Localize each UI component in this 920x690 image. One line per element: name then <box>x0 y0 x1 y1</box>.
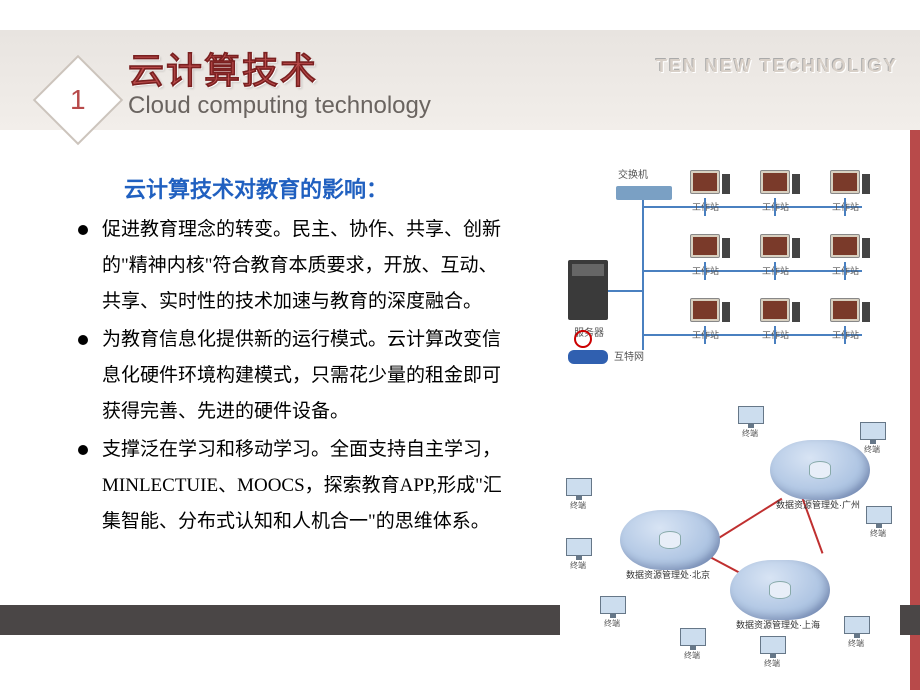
bullet-list: 促进教育理念的转变。民主、协作、共享、创新的"精神内核"符合教育本质要求，开放、… <box>78 212 508 542</box>
cloud-icon <box>620 510 720 570</box>
lan-line <box>642 334 862 336</box>
database-icon <box>809 461 831 479</box>
terminal-icon: 终端 <box>760 636 792 664</box>
lan-line <box>608 290 642 292</box>
lan-line <box>642 200 644 350</box>
workstation-icon: 工作站 <box>760 170 804 214</box>
terminal-icon: 终端 <box>860 422 892 450</box>
lan-line <box>844 262 846 280</box>
terminal-icon: 终端 <box>738 406 770 434</box>
section-heading: 云计算技术对教育的影响： <box>124 172 388 204</box>
lan-line <box>774 326 776 344</box>
terminal-icon: 终端 <box>566 478 598 506</box>
modem-icon <box>568 350 608 364</box>
cloud-wan-diagram: 数据资源管理处·北京数据资源管理处·广州数据资源管理处·上海 终端终端终端终端终… <box>560 400 900 660</box>
lan-line <box>774 198 776 216</box>
terminal-icon: 终端 <box>680 628 712 656</box>
lan-line <box>642 270 862 272</box>
internet-icon <box>574 330 592 348</box>
switch-label: 交换机 <box>618 166 648 181</box>
lan-line <box>774 262 776 280</box>
workstation-icon: 工作站 <box>830 234 874 278</box>
workstation-icon: 工作站 <box>760 234 804 278</box>
cloud-label: 数据资源管理处·北京 <box>626 568 710 581</box>
terminal-icon: 终端 <box>566 538 598 566</box>
lan-line <box>704 262 706 280</box>
section-number: 1 <box>70 84 86 116</box>
wan-link <box>713 498 782 542</box>
terminal-label: 终端 <box>764 658 780 669</box>
terminal-label: 终端 <box>848 638 864 649</box>
terminal-label: 终端 <box>604 618 620 629</box>
list-item: 促进教育理念的转变。民主、协作、共享、创新的"精神内核"符合教育本质要求，开放、… <box>78 212 508 320</box>
workstation-icon: 工作站 <box>690 298 734 342</box>
terminal-icon: 终端 <box>866 506 898 534</box>
terminal-label: 终端 <box>684 650 700 661</box>
terminal-icon: 终端 <box>600 596 632 624</box>
cloud-icon <box>730 560 830 620</box>
switch-icon <box>616 186 672 200</box>
lan-line <box>844 326 846 344</box>
internet-label: 互特网 <box>614 348 644 363</box>
cloud-icon <box>770 440 870 500</box>
terminal-label: 终端 <box>864 444 880 455</box>
workstation-icon: 工作站 <box>760 298 804 342</box>
database-icon <box>659 531 681 549</box>
lan-line <box>642 206 862 208</box>
server-icon <box>568 260 608 320</box>
list-item: 支撑泛在学习和移动学习。全面支持自主学习，MINLECTUIE、MOOCS，探索… <box>78 432 508 540</box>
list-item: 为教育信息化提供新的运行模式。云计算改变信息化硬件环境构建模式，只需花少量的租金… <box>78 322 508 430</box>
title-english: Cloud computing technology <box>128 92 431 120</box>
cloud-label: 数据资源管理处·上海 <box>736 618 820 631</box>
cloud-label: 数据资源管理处·广州 <box>776 498 860 511</box>
workstation-icon: 工作站 <box>690 234 734 278</box>
workstation-icon: 工作站 <box>690 170 734 214</box>
lan-line <box>704 198 706 216</box>
terminal-label: 终端 <box>742 428 758 439</box>
title-chinese: 云计算技术 <box>128 42 318 94</box>
lan-line <box>844 198 846 216</box>
database-icon <box>769 581 791 599</box>
workstation-icon: 工作站 <box>830 298 874 342</box>
terminal-label: 终端 <box>570 560 586 571</box>
header-right-label: TEN NEW TECHNOLIGY <box>656 56 898 77</box>
terminal-label: 终端 <box>870 528 886 539</box>
terminal-label: 终端 <box>570 500 586 511</box>
lan-line <box>704 326 706 344</box>
workstation-icon: 工作站 <box>830 170 874 214</box>
lan-diagram: 交换机 服务器 互特网 工作站工作站工作站工作站工作站工作站工作站工作站工作站 <box>560 160 890 385</box>
terminal-icon: 终端 <box>844 616 876 644</box>
